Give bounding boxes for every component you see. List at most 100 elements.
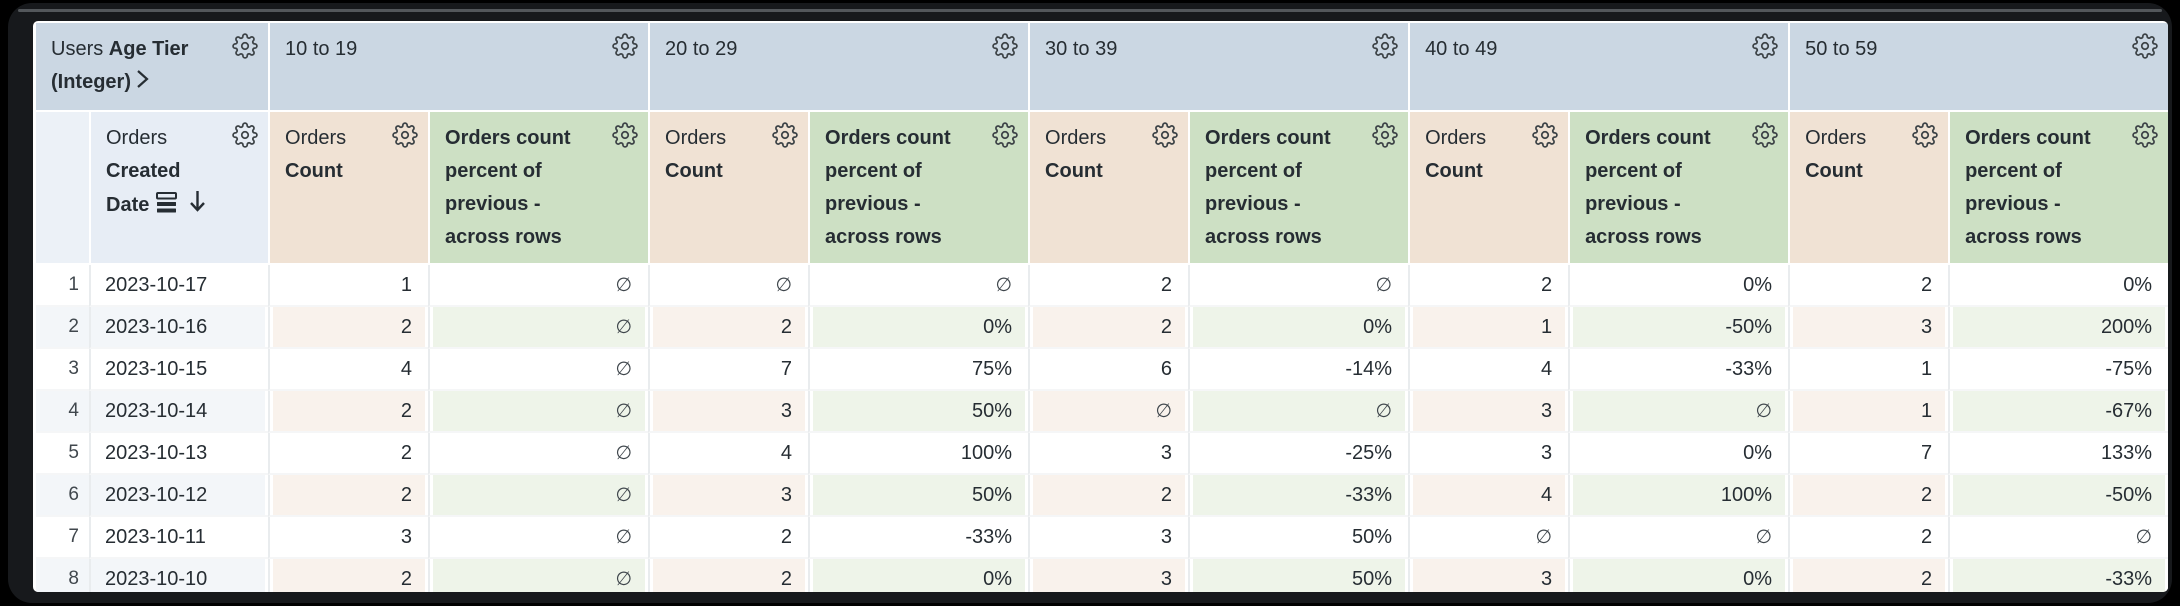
pivot-field-header[interactable]: Users Age Tier (Integer) bbox=[36, 23, 269, 112]
value-cell[interactable]: -33% bbox=[1948, 559, 2168, 592]
pivot-value-header[interactable]: 30 to 39 bbox=[1028, 23, 1409, 112]
null-value-cell[interactable]: ∅ bbox=[1188, 391, 1409, 433]
value-cell[interactable]: 3 bbox=[1788, 307, 1949, 349]
null-value-cell[interactable]: ∅ bbox=[648, 265, 809, 307]
date-cell[interactable]: 2023-10-16 bbox=[89, 307, 269, 349]
gear-icon[interactable] bbox=[1152, 122, 1178, 148]
value-cell[interactable]: 7 bbox=[648, 349, 809, 391]
value-cell[interactable]: 3 bbox=[268, 517, 429, 559]
value-cell[interactable]: 2 bbox=[1788, 559, 1949, 592]
date-cell[interactable]: 2023-10-15 bbox=[89, 349, 269, 391]
measure-header-percent-of-previous[interactable]: Orders count percent of previous - acros… bbox=[1948, 112, 2168, 265]
value-cell[interactable]: 2 bbox=[1028, 265, 1189, 307]
gear-icon[interactable] bbox=[1372, 33, 1398, 59]
value-cell[interactable]: 2 bbox=[268, 391, 429, 433]
null-value-cell[interactable]: ∅ bbox=[428, 391, 649, 433]
measure-header-orders-count[interactable]: Orders Count bbox=[1028, 112, 1189, 265]
gear-icon[interactable] bbox=[2132, 33, 2158, 59]
value-cell[interactable]: 3 bbox=[1028, 559, 1189, 592]
null-value-cell[interactable]: ∅ bbox=[428, 265, 649, 307]
value-cell[interactable]: 200% bbox=[1948, 307, 2168, 349]
value-cell[interactable]: 6 bbox=[1028, 349, 1189, 391]
null-value-cell[interactable]: ∅ bbox=[1948, 517, 2168, 559]
gear-icon[interactable] bbox=[1752, 33, 1778, 59]
value-cell[interactable]: 4 bbox=[1408, 475, 1569, 517]
value-cell[interactable]: -67% bbox=[1948, 391, 2168, 433]
gear-icon[interactable] bbox=[992, 122, 1018, 148]
value-cell[interactable]: 133% bbox=[1948, 433, 2168, 475]
gear-icon[interactable] bbox=[1532, 122, 1558, 148]
null-value-cell[interactable]: ∅ bbox=[1188, 265, 1409, 307]
value-cell[interactable]: 100% bbox=[808, 433, 1029, 475]
value-cell[interactable]: 50% bbox=[1188, 517, 1409, 559]
null-value-cell[interactable]: ∅ bbox=[428, 475, 649, 517]
value-cell[interactable]: 100% bbox=[1568, 475, 1789, 517]
pivot-value-header[interactable]: 40 to 49 bbox=[1408, 23, 1789, 112]
value-cell[interactable]: -50% bbox=[1568, 307, 1789, 349]
chevron-right-icon[interactable] bbox=[135, 68, 150, 101]
gear-icon[interactable] bbox=[612, 33, 638, 59]
date-cell[interactable]: 2023-10-12 bbox=[89, 475, 269, 517]
value-cell[interactable]: -25% bbox=[1188, 433, 1409, 475]
value-cell[interactable]: 3 bbox=[1028, 517, 1189, 559]
value-cell[interactable]: 0% bbox=[1188, 307, 1409, 349]
value-cell[interactable]: 2 bbox=[648, 517, 809, 559]
value-cell[interactable]: 1 bbox=[1788, 391, 1949, 433]
value-cell[interactable]: 3 bbox=[1408, 433, 1569, 475]
null-value-cell[interactable]: ∅ bbox=[1408, 517, 1569, 559]
value-cell[interactable]: 0% bbox=[1568, 265, 1789, 307]
null-value-cell[interactable]: ∅ bbox=[1568, 391, 1789, 433]
pivot-value-header[interactable]: 10 to 19 bbox=[268, 23, 649, 112]
value-cell[interactable]: 2 bbox=[1788, 517, 1949, 559]
arrow-down-icon[interactable] bbox=[187, 188, 208, 225]
value-cell[interactable]: 2 bbox=[268, 433, 429, 475]
gear-icon[interactable] bbox=[1372, 122, 1398, 148]
value-cell[interactable]: 50% bbox=[1188, 559, 1409, 592]
value-cell[interactable]: -50% bbox=[1948, 475, 2168, 517]
measure-header-percent-of-previous[interactable]: Orders count percent of previous - acros… bbox=[1568, 112, 1789, 265]
measure-header-orders-count[interactable]: Orders Count bbox=[1788, 112, 1949, 265]
value-cell[interactable]: -33% bbox=[808, 517, 1029, 559]
value-cell[interactable]: 4 bbox=[1408, 349, 1569, 391]
value-cell[interactable]: -33% bbox=[1568, 349, 1789, 391]
pivot-value-header[interactable]: 50 to 59 bbox=[1788, 23, 2168, 112]
null-value-cell[interactable]: ∅ bbox=[428, 307, 649, 349]
gear-icon[interactable] bbox=[2132, 122, 2158, 148]
null-value-cell[interactable]: ∅ bbox=[428, 517, 649, 559]
null-value-cell[interactable]: ∅ bbox=[428, 559, 649, 592]
value-cell[interactable]: -75% bbox=[1948, 349, 2168, 391]
value-cell[interactable]: 2 bbox=[1788, 265, 1949, 307]
value-cell[interactable]: 3 bbox=[648, 475, 809, 517]
value-cell[interactable]: 3 bbox=[1408, 391, 1569, 433]
date-cell[interactable]: 2023-10-13 bbox=[89, 433, 269, 475]
value-cell[interactable]: 0% bbox=[1568, 433, 1789, 475]
null-value-cell[interactable]: ∅ bbox=[1568, 517, 1789, 559]
null-value-cell[interactable]: ∅ bbox=[428, 433, 649, 475]
measure-header-orders-count[interactable]: Orders Count bbox=[648, 112, 809, 265]
gear-icon[interactable] bbox=[612, 122, 638, 148]
null-value-cell[interactable]: ∅ bbox=[1028, 391, 1189, 433]
value-cell[interactable]: 1 bbox=[1788, 349, 1949, 391]
value-cell[interactable]: -14% bbox=[1188, 349, 1409, 391]
value-cell[interactable]: 0% bbox=[808, 307, 1029, 349]
value-cell[interactable]: 2 bbox=[1408, 265, 1569, 307]
value-cell[interactable]: 4 bbox=[268, 349, 429, 391]
null-value-cell[interactable]: ∅ bbox=[428, 349, 649, 391]
value-cell[interactable]: -33% bbox=[1188, 475, 1409, 517]
value-cell[interactable]: 0% bbox=[1568, 559, 1789, 592]
value-cell[interactable]: 3 bbox=[648, 391, 809, 433]
value-cell[interactable]: 2 bbox=[1028, 307, 1189, 349]
measure-header-percent-of-previous[interactable]: Orders count percent of previous - acros… bbox=[808, 112, 1029, 265]
value-cell[interactable]: 2 bbox=[1028, 475, 1189, 517]
value-cell[interactable]: 2 bbox=[1788, 475, 1949, 517]
date-cell[interactable]: 2023-10-10 bbox=[89, 559, 269, 592]
measure-header-percent-of-previous[interactable]: Orders count percent of previous - acros… bbox=[1188, 112, 1409, 265]
pivot-value-header[interactable]: 20 to 29 bbox=[648, 23, 1029, 112]
date-cell[interactable]: 2023-10-14 bbox=[89, 391, 269, 433]
null-value-cell[interactable]: ∅ bbox=[808, 265, 1029, 307]
date-cell[interactable]: 2023-10-11 bbox=[89, 517, 269, 559]
value-cell[interactable]: 1 bbox=[1408, 307, 1569, 349]
value-cell[interactable]: 2 bbox=[648, 307, 809, 349]
value-cell[interactable]: 50% bbox=[808, 475, 1029, 517]
gear-icon[interactable] bbox=[1752, 122, 1778, 148]
